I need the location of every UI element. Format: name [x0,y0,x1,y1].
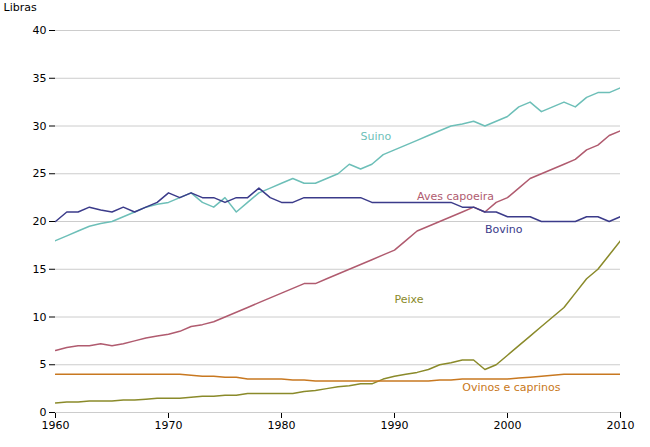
svg-text:20: 20 [33,215,47,228]
svg-text:10: 10 [33,311,47,324]
svg-text:Bovino: Bovino [485,223,523,236]
svg-text:1970: 1970 [155,419,183,432]
svg-text:Suino: Suino [361,130,392,143]
svg-text:Peixe: Peixe [395,293,424,306]
svg-text:40: 40 [33,24,47,37]
svg-text:Aves capoeira: Aves capoeira [417,190,494,203]
svg-text:30: 30 [33,120,47,133]
svg-text:Libras: Libras [4,1,37,14]
svg-text:35: 35 [33,72,47,85]
svg-text:1960: 1960 [42,419,70,432]
svg-text:25: 25 [33,167,47,180]
svg-text:1990: 1990 [381,419,409,432]
svg-text:2010: 2010 [607,419,635,432]
svg-text:0: 0 [40,406,47,419]
svg-text:15: 15 [33,263,47,276]
svg-text:Ovinos e caprinos: Ovinos e caprinos [462,381,560,394]
svg-text:5: 5 [40,358,47,371]
svg-text:1980: 1980 [268,419,296,432]
svg-text:2000: 2000 [494,419,522,432]
